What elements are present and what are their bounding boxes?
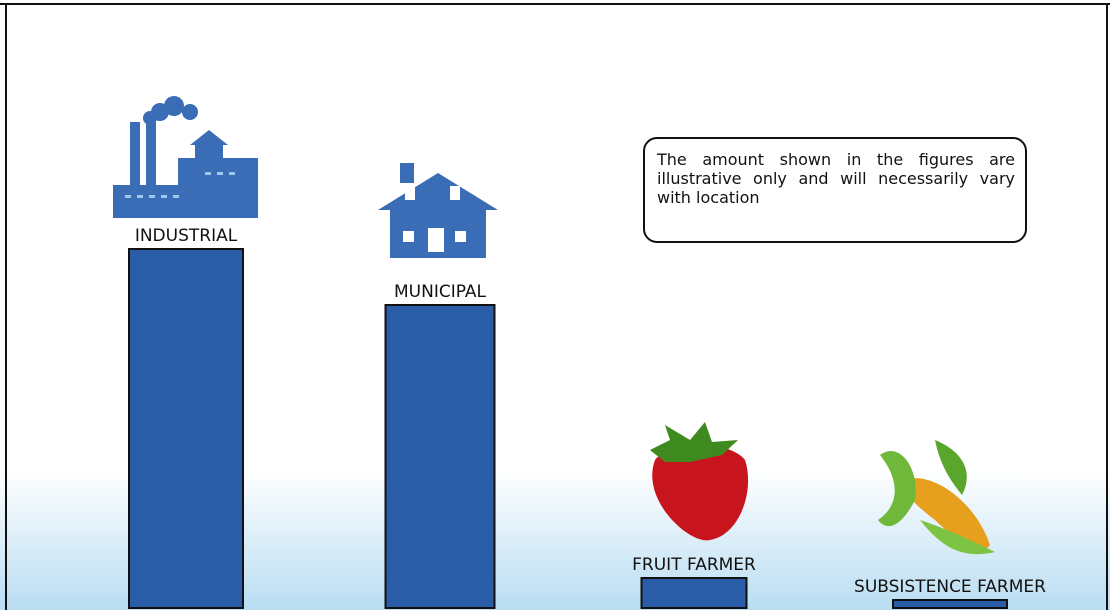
chart: INDUSTRIAL MUNICIPAL FRUIT FARMER SUBSISTEN… [0,0,1110,610]
bar-label: INDUSTRIAL [135,226,238,246]
bar [129,249,243,608]
page: INDUSTRIAL MUNICIPAL FRUIT FARMER SUBSISTEN… [0,0,1110,610]
bar [893,600,1007,608]
bar [642,578,747,608]
bar-label: SUBSISTENCE FARMER [854,577,1046,597]
bar-label: MUNICIPAL [394,282,487,302]
bar-label: FRUIT FARMER [632,555,756,575]
house-icon [378,163,498,258]
annotation: The amount shown in the figures are illu… [643,137,1027,243]
factory-icon [113,96,258,218]
bar [386,305,495,608]
